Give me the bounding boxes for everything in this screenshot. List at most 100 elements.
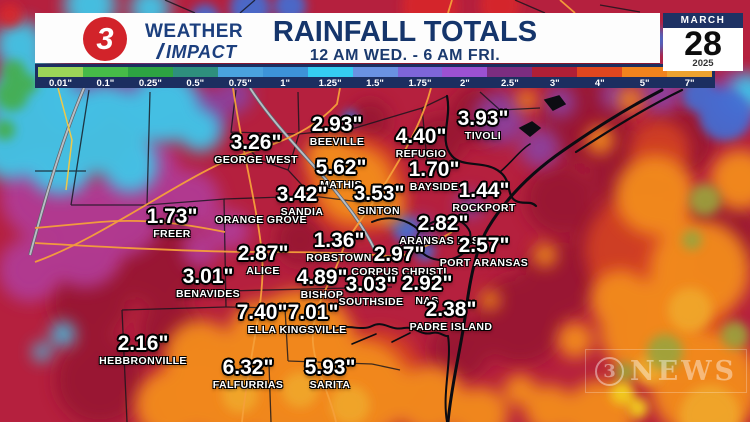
city-name: BISHOP bbox=[300, 289, 344, 301]
city-name: SINTON bbox=[358, 205, 400, 217]
scale-tick-label: 0.01" bbox=[48, 78, 72, 89]
scale-tick-label: 0.75" bbox=[228, 78, 252, 89]
scale-color-swatch bbox=[307, 67, 353, 77]
rainfall-value: 2.57" bbox=[458, 234, 510, 257]
date-year: 2025 bbox=[692, 58, 714, 69]
rainfall-value: 1.73" bbox=[146, 205, 198, 228]
rainfall-label: 3.03" SOUTHSIDE bbox=[339, 273, 404, 309]
city-name: KINGSVILLE bbox=[279, 324, 347, 336]
rainfall-value: 5.93" bbox=[304, 356, 356, 379]
header-banner: 3 WEATHER IMPACT RAINFALL TOTALS 12 AM W… bbox=[35, 13, 660, 64]
rainfall-label: 2.87" ALICE bbox=[238, 243, 289, 278]
rainfall-value: 2.16" bbox=[117, 332, 169, 355]
city-name: REFUGIO bbox=[395, 148, 447, 160]
scale-tick-label: 0.1" bbox=[96, 78, 115, 89]
city-name: PORT ARANSAS bbox=[439, 257, 529, 269]
scale-tick-label: 1.5" bbox=[366, 78, 384, 89]
green-blobs bbox=[0, 60, 38, 140]
city-name: GEORGE WEST bbox=[214, 154, 298, 166]
rainfall-label: ORANGE GROVE bbox=[215, 214, 307, 226]
city-name: BAYSIDE bbox=[409, 181, 459, 193]
scale-color-swatch bbox=[577, 67, 623, 77]
rainfall-value: 3.42" bbox=[276, 183, 328, 206]
rainfall-value: 3.01" bbox=[182, 265, 234, 288]
rainfall-value: 4.40" bbox=[395, 125, 447, 148]
station-logo-impact: IMPACT bbox=[166, 42, 237, 62]
logo-slash-icon bbox=[155, 43, 166, 59]
scale-tick-labels: 0.01" 0.1" 0.25" 0.5" 0.75" 1" 1.25" 1.5… bbox=[38, 78, 712, 89]
rainfall-label: 1.36" ROBSTOWN bbox=[306, 230, 372, 265]
city-name: FALFURRIAS bbox=[212, 379, 284, 391]
city-name: HEBBRONVILLE bbox=[99, 355, 187, 367]
station-logo-weather: WEATHER bbox=[145, 21, 244, 42]
scale-color-swatch bbox=[667, 67, 713, 77]
city-name: CORPUS CHRISTI bbox=[351, 266, 447, 278]
scale-color-swatch bbox=[487, 67, 533, 77]
rainfall-value: 4.89" bbox=[296, 266, 348, 289]
city-name: BEEVILLE bbox=[309, 136, 365, 148]
city-name: ROCKPORT bbox=[452, 202, 516, 214]
rainfall-value: 1.70" bbox=[408, 158, 460, 181]
rainfall-value: 2.38" bbox=[425, 298, 477, 321]
rainfall-label: 5.93" SARITA bbox=[304, 356, 356, 392]
date-month: MARCH bbox=[663, 13, 743, 28]
orange-highways bbox=[34, 0, 576, 422]
station-watermark: 3 NEWS bbox=[585, 349, 747, 393]
scale-color-swatch bbox=[217, 67, 263, 77]
scale-color-swatch bbox=[442, 67, 488, 77]
yellow-blobs bbox=[610, 381, 648, 418]
scale-tick-label: 4" bbox=[594, 78, 605, 89]
page-title: RAINFALL TOTALS bbox=[272, 16, 538, 48]
city-name: TIVOLI bbox=[464, 130, 502, 142]
city-name: ARANSAS PASS bbox=[399, 235, 487, 247]
rainfall-value: 2.93" bbox=[311, 113, 363, 136]
yellow-road bbox=[57, 87, 73, 191]
rainfall-value: 2.97" bbox=[373, 243, 425, 266]
time-range: 12 AM WED. - 6 AM FRI. bbox=[309, 47, 501, 64]
city-name: SANDIA bbox=[280, 206, 324, 218]
date-body: 28 2025 bbox=[663, 25, 743, 71]
rainfall-scale: 0.01" 0.1" 0.25" 0.5" 0.75" 1" 1.25" 1.5… bbox=[35, 64, 715, 89]
rainfall-value: 3.03" bbox=[345, 273, 397, 296]
rainfall-label: 1.73" FREER bbox=[146, 205, 198, 241]
scale-tick-label: 1.75" bbox=[408, 78, 432, 89]
rainfall-label: 2.38" PADRE ISLAND bbox=[409, 298, 493, 334]
city-name: SARITA bbox=[309, 379, 351, 391]
gray-highway bbox=[29, 87, 376, 256]
rainfall-label: 6.32" FALFURRIAS bbox=[212, 357, 284, 392]
scale-tick-label: 1" bbox=[280, 78, 291, 89]
orange-blobs bbox=[135, 88, 750, 422]
scale-color-swatch bbox=[262, 67, 308, 77]
scale-tick-label: 2.5" bbox=[500, 78, 519, 89]
scale-color-swatch bbox=[352, 67, 398, 77]
rainfall-label: 3.93" TIVOLI bbox=[457, 107, 509, 143]
scale-tick-label: 0.25" bbox=[138, 78, 162, 89]
city-name: PADRE ISLAND bbox=[409, 321, 493, 333]
scale-tick-label: 0.5" bbox=[186, 78, 205, 89]
rainfall-label: 3.26" GEORGE WEST bbox=[214, 132, 298, 167]
rainfall-value: 2.92" bbox=[401, 272, 453, 295]
channel-3-logo-icon: 3 bbox=[83, 17, 127, 61]
coastline bbox=[329, 88, 684, 422]
rainfall-value: 2.82" bbox=[417, 212, 469, 235]
rainfall-value: 7.01" bbox=[287, 301, 339, 324]
rainfall-label: 2.93" BEEVILLE bbox=[309, 113, 365, 149]
scale-color-swatch bbox=[172, 67, 218, 77]
rainfall-value: 3.93" bbox=[457, 107, 509, 130]
city-name: ROBSTOWN bbox=[306, 252, 372, 264]
scale-color-swatch bbox=[622, 67, 668, 77]
rainfall-label: 2.16" HEBBRONVILLE bbox=[99, 332, 187, 368]
rainfall-label: 2.97" CORPUS CHRISTI bbox=[351, 243, 447, 279]
rainfall-label: 2.92" NAS bbox=[401, 272, 453, 308]
scale-tick-label: 5" bbox=[639, 78, 650, 89]
rainfall-value: 5.62" bbox=[315, 156, 367, 179]
scale-color-swatch bbox=[38, 67, 83, 77]
scale-color-swatch bbox=[82, 67, 128, 77]
scale-tick-label: 7" bbox=[684, 78, 695, 89]
county-borders bbox=[35, 0, 641, 422]
rainfall-label: 1.70" BAYSIDE bbox=[408, 158, 460, 194]
rainfall-label: 2.57" PORT ARANSAS bbox=[439, 234, 529, 270]
date-day: 28 bbox=[684, 25, 722, 63]
